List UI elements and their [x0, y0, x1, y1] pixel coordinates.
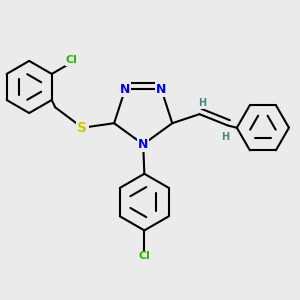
Text: H: H	[221, 132, 230, 142]
Text: S: S	[77, 121, 87, 135]
Text: N: N	[156, 82, 166, 95]
Text: Cl: Cl	[66, 55, 77, 65]
Text: N: N	[138, 138, 148, 151]
Text: Cl: Cl	[138, 251, 150, 262]
Text: H: H	[198, 98, 206, 108]
Text: N: N	[120, 82, 130, 95]
